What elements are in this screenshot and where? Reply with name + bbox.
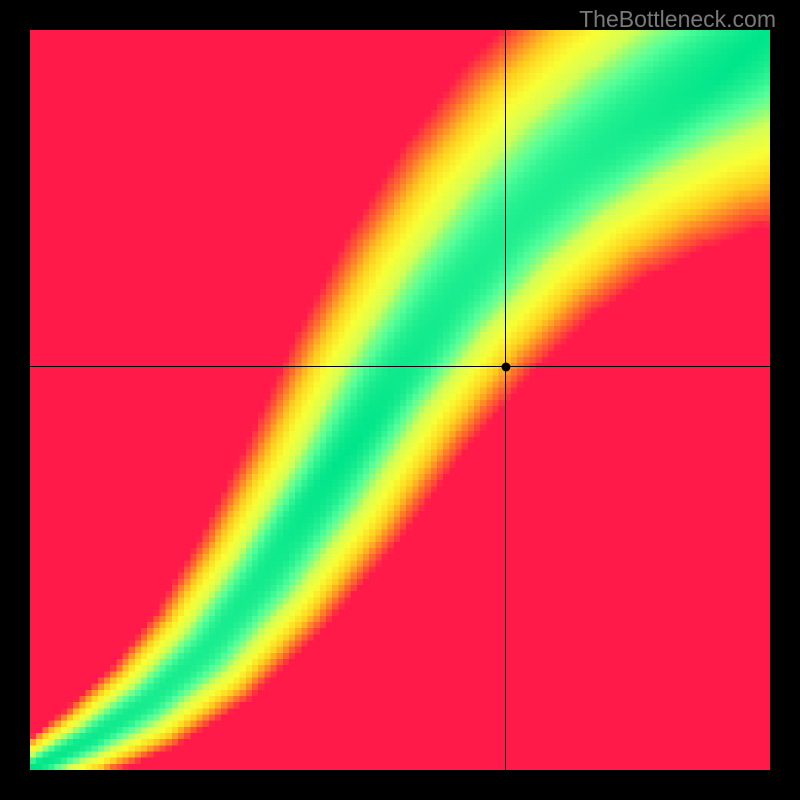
watermark-text: TheBottleneck.com [579,6,776,33]
crosshair-horizontal [30,366,770,367]
crosshair-vertical [505,30,506,770]
heatmap-canvas [30,30,770,770]
selection-marker [501,362,510,371]
chart-container: TheBottleneck.com [0,0,800,800]
